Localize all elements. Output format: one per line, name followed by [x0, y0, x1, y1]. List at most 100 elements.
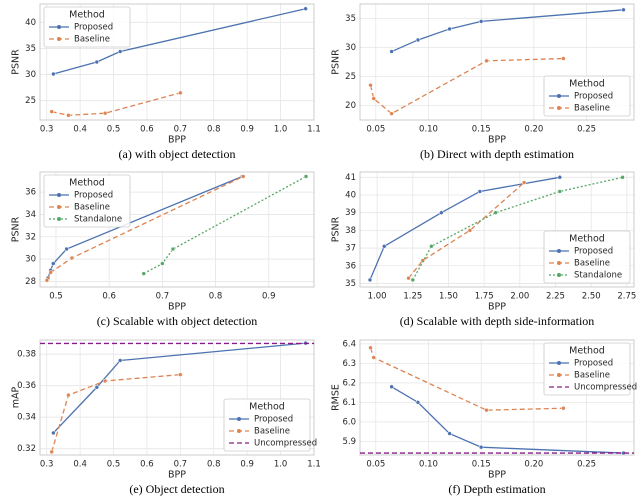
- y-axis-label: PSNR: [331, 216, 342, 242]
- x-tick-label: 0.15: [472, 460, 491, 470]
- y-tick-label: 35: [345, 279, 356, 289]
- x-axis-label: BPP: [488, 470, 506, 481]
- legend-label: Baseline: [574, 104, 610, 114]
- data-point: [477, 189, 483, 194]
- data-point: [371, 96, 376, 101]
- data-point: [66, 113, 71, 118]
- series-line: [51, 374, 181, 453]
- legend-marker: [557, 273, 561, 277]
- y-tick-label: 0.34: [17, 413, 36, 423]
- legend-label: Proposed: [574, 92, 613, 102]
- data-point: [368, 82, 373, 88]
- y-tick-label: 0.38: [17, 350, 36, 360]
- x-tick-label: 1.0: [274, 460, 288, 470]
- data-point: [478, 444, 484, 450]
- y-tick-label: 35: [345, 14, 356, 24]
- data-point: [178, 372, 183, 377]
- series-line: [52, 342, 306, 434]
- series-line: [369, 347, 564, 411]
- legend-label: Baseline: [74, 203, 110, 213]
- plot-frame: [39, 3, 315, 121]
- x-tick-label: 0.20: [524, 125, 543, 135]
- y-tick-label: 40: [25, 18, 36, 28]
- data-point: [64, 246, 69, 252]
- legend-box: [543, 230, 631, 284]
- x-tick-label: 0.7: [174, 125, 188, 135]
- data-point: [620, 175, 625, 180]
- data-point: [561, 56, 566, 61]
- y-tick-label: 6.2: [342, 378, 356, 388]
- y-axis-label: PSNR: [331, 49, 342, 75]
- legend-marker: [57, 193, 61, 197]
- y-tick-label: 41: [345, 173, 356, 183]
- data-point: [406, 275, 411, 281]
- data-point: [160, 261, 165, 266]
- legend-box: [43, 6, 131, 48]
- x-axis-label: BPP: [168, 470, 186, 481]
- series-line: [53, 8, 306, 75]
- y-tick-label: 40: [345, 191, 356, 201]
- y-tick-label: 39: [345, 208, 356, 218]
- x-tick-label: 1.00: [368, 292, 387, 302]
- y-axis-label: mAP: [11, 386, 22, 408]
- x-tick-label: 0.4: [73, 125, 87, 135]
- y-tick-label: 0.36: [17, 381, 36, 391]
- x-axis-label: BPP: [488, 135, 506, 146]
- data-point: [51, 261, 56, 266]
- caption: (f) Depth estimation: [448, 482, 545, 496]
- data-point: [51, 430, 56, 436]
- x-tick-label: 2.50: [582, 292, 601, 302]
- y-tick-label: 25: [345, 72, 356, 82]
- series-line: [369, 57, 564, 115]
- x-tick-label: 0.15: [472, 125, 491, 135]
- legend-label: Proposed: [74, 191, 113, 201]
- legend-label: Proposed: [574, 247, 613, 257]
- legend-marker: [557, 94, 561, 98]
- legend-title: Method: [569, 79, 605, 90]
- data-point: [66, 392, 71, 398]
- x-tick-label: 1.25: [403, 292, 422, 302]
- x-tick-label: 0.3: [40, 125, 54, 135]
- data-point: [117, 358, 123, 363]
- data-point: [557, 189, 563, 194]
- x-tick-label: 2.25: [546, 292, 565, 302]
- data-point: [493, 210, 498, 215]
- x-tick-label: 2.75: [617, 292, 636, 302]
- data-point: [382, 244, 387, 249]
- data-point: [69, 255, 75, 261]
- data-point: [621, 7, 626, 13]
- legend-title: Method: [569, 346, 605, 357]
- data-point: [415, 400, 421, 405]
- legend-marker: [557, 373, 561, 377]
- plot-frame: [359, 171, 635, 288]
- x-axis-label: BPP: [168, 135, 186, 146]
- legend-label: Proposed: [254, 415, 293, 425]
- data-point: [467, 228, 473, 233]
- y-tick-label: 37: [345, 244, 356, 254]
- data-point: [170, 246, 176, 252]
- x-tick-label: 0.7: [174, 460, 188, 470]
- legend-label: Proposed: [574, 359, 613, 369]
- legend-label: Baseline: [574, 371, 610, 381]
- y-tick-label: 25: [25, 96, 36, 106]
- legend-marker: [557, 361, 561, 365]
- x-tick-label: 0.7: [156, 292, 170, 302]
- legend-marker: [557, 261, 561, 265]
- plot-frame: [359, 3, 635, 121]
- data-point: [51, 71, 56, 77]
- y-tick-label: 6.4: [342, 339, 356, 349]
- data-point: [447, 431, 452, 436]
- x-tick-label: 0.20: [524, 460, 543, 470]
- legend-marker: [557, 106, 561, 110]
- data-point: [368, 345, 373, 351]
- legend-box: [223, 398, 311, 452]
- legend-box: [543, 75, 631, 117]
- series-line: [51, 92, 181, 116]
- series-line: [412, 176, 623, 281]
- legend-marker: [237, 429, 241, 433]
- data-point: [389, 49, 394, 54]
- legend-title: Method: [69, 10, 105, 21]
- y-tick-label: 28: [25, 277, 36, 287]
- caption: (c) Scalable with object detection: [97, 314, 258, 328]
- caption: (a) with object detection: [119, 147, 236, 161]
